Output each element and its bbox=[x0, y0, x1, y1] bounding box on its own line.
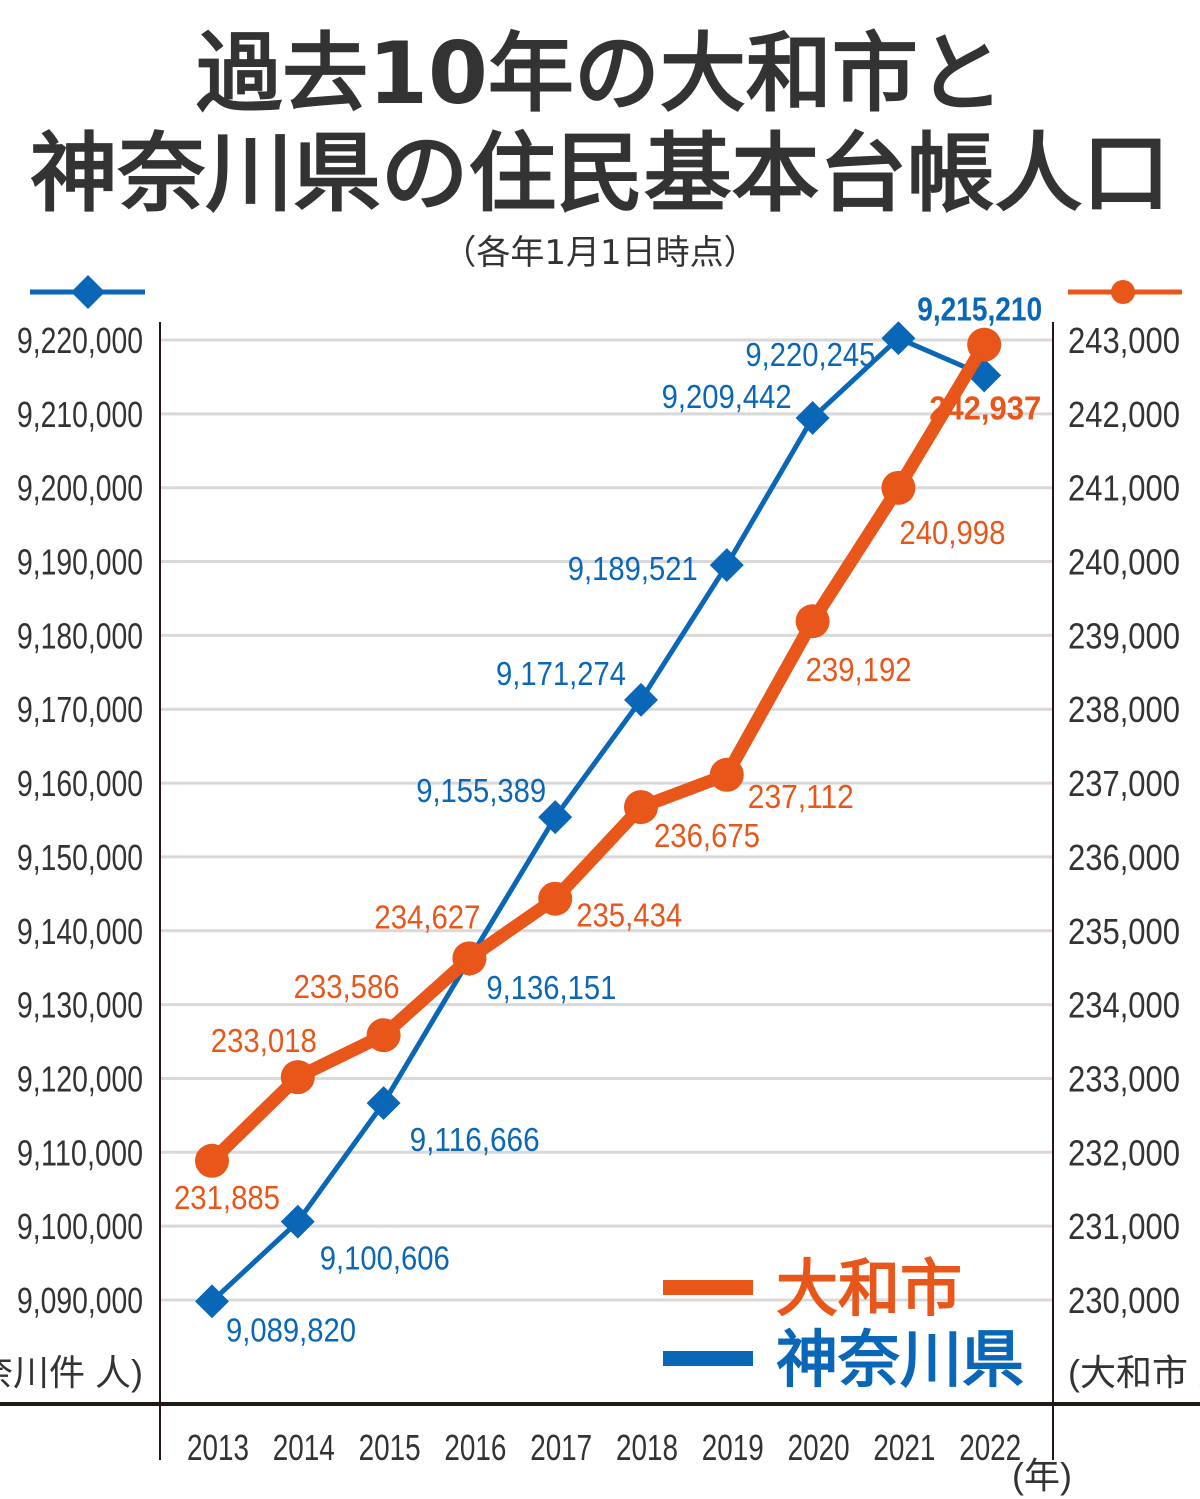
x-tick-label: 2016 bbox=[444, 1427, 506, 1468]
left-tick-label: 9,160,000 bbox=[17, 763, 143, 804]
right-tick-label: 234,000 bbox=[1068, 985, 1180, 1026]
right-axis-series-key bbox=[1068, 280, 1182, 304]
chart-title-line1: 過去10年の大和市と bbox=[196, 24, 1004, 124]
gridlines bbox=[160, 338, 1053, 1302]
axes bbox=[0, 322, 1200, 1460]
kanagawa-data-label: 9,116,666 bbox=[410, 1121, 540, 1158]
legend-swatch-kanagawa bbox=[663, 1351, 753, 1366]
kanagawa-marker bbox=[366, 1086, 401, 1121]
legend-label-yamato: 大和市 bbox=[776, 1252, 962, 1325]
x-tick-label: 2013 bbox=[187, 1427, 249, 1468]
kanagawa-marker bbox=[195, 1284, 229, 1319]
series-yamato: 231,885 233,018 233,586 234,627 235,434 236,6… bbox=[174, 327, 1041, 1216]
right-tick-label: 230,000 bbox=[1068, 1280, 1180, 1321]
kanagawa-data-label: 9,100,606 bbox=[320, 1240, 450, 1277]
x-tick-label: 2018 bbox=[616, 1427, 678, 1468]
left-tick-label: 9,190,000 bbox=[17, 542, 143, 583]
right-tick-label: 236,000 bbox=[1068, 837, 1180, 878]
yamato-data-label: 233,586 bbox=[294, 968, 400, 1005]
right-tick-label: 238,000 bbox=[1068, 689, 1180, 730]
yamato-data-label: 236,675 bbox=[654, 817, 760, 854]
right-tick-label: 232,000 bbox=[1068, 1132, 1180, 1173]
chart-title-line2: 神奈川県の住民基本台帳人口 bbox=[30, 124, 1170, 224]
right-axis-unit: (大和市 人) bbox=[1068, 1352, 1200, 1393]
yamato-data-label: 240,998 bbox=[899, 514, 1005, 551]
chart-subtitle: （各年1月1日時点） bbox=[442, 233, 757, 273]
yamato-data-label: 233,018 bbox=[211, 1022, 317, 1059]
yamato-marker bbox=[624, 790, 658, 825]
yamato-data-label: 237,112 bbox=[748, 778, 854, 815]
left-tick-label: 9,180,000 bbox=[17, 615, 143, 656]
yamato-marker bbox=[881, 470, 916, 505]
left-tick-label: 9,220,000 bbox=[17, 320, 143, 361]
yamato-marker bbox=[538, 881, 573, 916]
right-tick-label: 239,000 bbox=[1068, 615, 1180, 656]
kanagawa-data-label: 9,209,442 bbox=[662, 378, 792, 415]
x-axis-ticks: 2013 2014 2015 2016 2017 2018 2019 2020 2021 2022 bbox=[187, 1427, 1021, 1468]
x-tick-label: 2019 bbox=[702, 1427, 764, 1468]
right-tick-label: 241,000 bbox=[1068, 468, 1180, 509]
x-tick-label: 2017 bbox=[530, 1427, 592, 1468]
yamato-marker bbox=[195, 1143, 229, 1178]
x-tick-label: 2021 bbox=[873, 1427, 935, 1468]
yamato-marker bbox=[280, 1060, 315, 1095]
left-tick-label: 9,100,000 bbox=[17, 1206, 143, 1247]
left-tick-label: 9,200,000 bbox=[17, 468, 143, 509]
kanagawa-data-label: 9,155,389 bbox=[416, 772, 546, 809]
x-axis-unit: (年) bbox=[1012, 1455, 1072, 1496]
right-tick-label: 231,000 bbox=[1068, 1206, 1180, 1247]
kanagawa-marker bbox=[280, 1204, 315, 1239]
yamato-data-label: 231,885 bbox=[174, 1179, 280, 1216]
kanagawa-line bbox=[210, 335, 986, 1304]
yamato-data-label: 235,434 bbox=[576, 897, 682, 934]
left-tick-label: 9,210,000 bbox=[17, 394, 143, 435]
right-tick-label: 235,000 bbox=[1068, 911, 1180, 952]
kanagawa-data-label: 9,189,521 bbox=[568, 550, 698, 587]
right-tick-label: 240,000 bbox=[1068, 542, 1180, 583]
right-tick-label: 242,000 bbox=[1068, 394, 1180, 435]
left-tick-label: 9,090,000 bbox=[17, 1280, 143, 1321]
x-tick-label: 2020 bbox=[788, 1427, 850, 1468]
left-axis-ticks: 9,220,000 9,210,000 9,200,000 9,190,000 9,18… bbox=[17, 320, 143, 1321]
kanagawa-data-label: 9,136,151 bbox=[486, 969, 616, 1006]
yamato-data-label: 239,192 bbox=[806, 651, 912, 688]
legend: 大和市 神奈川県 bbox=[663, 1252, 1024, 1396]
left-axis-unit: (神奈川件 人) bbox=[0, 1352, 143, 1393]
left-tick-label: 9,120,000 bbox=[17, 1058, 143, 1099]
legend-swatch-yamato bbox=[663, 1280, 753, 1295]
yamato-data-label: 234,627 bbox=[374, 898, 480, 935]
kanagawa-data-label: 9,215,210 bbox=[917, 290, 1042, 327]
left-tick-label: 9,170,000 bbox=[17, 689, 143, 730]
x-tick-label: 2022 bbox=[959, 1427, 1021, 1468]
kanagawa-marker bbox=[881, 321, 916, 356]
legend-label-kanagawa: 神奈川県 bbox=[776, 1323, 1024, 1396]
right-tick-label: 237,000 bbox=[1068, 763, 1180, 804]
kanagawa-data-label: 9,220,245 bbox=[745, 336, 875, 373]
kanagawa-marker bbox=[709, 548, 744, 583]
yamato-marker bbox=[795, 604, 830, 639]
left-tick-label: 9,150,000 bbox=[17, 837, 143, 878]
left-axis-series-key bbox=[30, 275, 145, 309]
left-tick-label: 9,110,000 bbox=[17, 1132, 143, 1173]
left-tick-label: 9,130,000 bbox=[17, 985, 143, 1026]
kanagawa-marker bbox=[795, 400, 830, 435]
yamato-data-label: 242,937 bbox=[929, 390, 1041, 427]
yamato-marker bbox=[366, 1018, 401, 1053]
kanagawa-data-label: 9,171,274 bbox=[496, 655, 626, 692]
right-axis-ticks: 243,000 242,000 241,000 240,000 239,000 238,0… bbox=[1068, 320, 1180, 1321]
right-tick-label: 243,000 bbox=[1068, 320, 1180, 361]
kanagawa-marker bbox=[624, 682, 658, 717]
yamato-marker bbox=[709, 757, 744, 792]
yamato-line bbox=[207, 341, 990, 1166]
x-tick-label: 2015 bbox=[359, 1427, 421, 1468]
x-tick-label: 2014 bbox=[273, 1427, 335, 1468]
kanagawa-data-label: 9,089,820 bbox=[226, 1311, 356, 1348]
yamato-marker bbox=[452, 941, 487, 976]
left-tick-label: 9,140,000 bbox=[17, 911, 143, 952]
kanagawa-marker bbox=[538, 800, 573, 835]
right-tick-label: 233,000 bbox=[1068, 1058, 1180, 1099]
yamato-marker bbox=[967, 327, 1002, 362]
